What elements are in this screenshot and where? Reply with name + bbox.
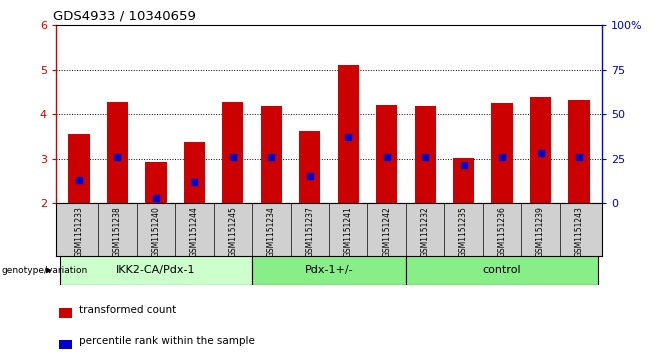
- Point: [228, 155, 238, 160]
- Text: control: control: [483, 265, 521, 276]
- Text: GDS4933 / 10340659: GDS4933 / 10340659: [53, 10, 196, 23]
- Bar: [68, 134, 89, 203]
- Bar: [222, 102, 243, 203]
- Point: [74, 177, 84, 183]
- Point: [151, 195, 161, 201]
- Text: GSM1151245: GSM1151245: [228, 206, 238, 257]
- Bar: [145, 162, 166, 203]
- Point: [574, 155, 584, 160]
- Text: Pdx-1+/-: Pdx-1+/-: [305, 265, 353, 276]
- Text: GSM1151234: GSM1151234: [266, 206, 276, 257]
- Point: [189, 179, 199, 185]
- Text: IKK2-CA/Pdx-1: IKK2-CA/Pdx-1: [116, 265, 195, 276]
- Text: GSM1151238: GSM1151238: [113, 206, 122, 257]
- Bar: [530, 97, 551, 203]
- Bar: [184, 142, 205, 203]
- Bar: [453, 158, 474, 203]
- Point: [343, 135, 353, 140]
- Text: GSM1151239: GSM1151239: [536, 206, 545, 257]
- Point: [382, 155, 392, 160]
- Bar: [338, 65, 359, 203]
- Text: GSM1151233: GSM1151233: [74, 206, 84, 257]
- Text: percentile rank within the sample: percentile rank within the sample: [79, 337, 255, 346]
- Point: [535, 151, 545, 156]
- Text: GSM1151232: GSM1151232: [420, 206, 430, 257]
- Text: GSM1151242: GSM1151242: [382, 206, 392, 257]
- Text: GSM1151240: GSM1151240: [151, 206, 161, 257]
- Text: GSM1151243: GSM1151243: [574, 206, 584, 257]
- Bar: [59, 340, 72, 349]
- Bar: [492, 103, 513, 203]
- Bar: [569, 100, 590, 203]
- Point: [497, 155, 507, 160]
- Point: [305, 173, 315, 179]
- Text: transformed count: transformed count: [79, 305, 176, 315]
- Bar: [252, 256, 406, 285]
- Bar: [107, 102, 128, 203]
- Bar: [415, 106, 436, 203]
- Bar: [406, 256, 598, 285]
- Bar: [60, 256, 252, 285]
- Bar: [261, 106, 282, 203]
- Text: GSM1151236: GSM1151236: [497, 206, 507, 257]
- Text: GSM1151235: GSM1151235: [459, 206, 468, 257]
- Point: [459, 163, 469, 168]
- Bar: [299, 131, 320, 203]
- Point: [266, 155, 276, 160]
- Point: [113, 155, 123, 160]
- Point: [420, 155, 430, 160]
- Bar: [59, 309, 72, 318]
- Bar: [376, 105, 397, 203]
- Text: GSM1151237: GSM1151237: [305, 206, 315, 257]
- Text: genotype/variation: genotype/variation: [1, 266, 88, 275]
- Text: GSM1151244: GSM1151244: [190, 206, 199, 257]
- Text: GSM1151241: GSM1151241: [343, 206, 353, 257]
